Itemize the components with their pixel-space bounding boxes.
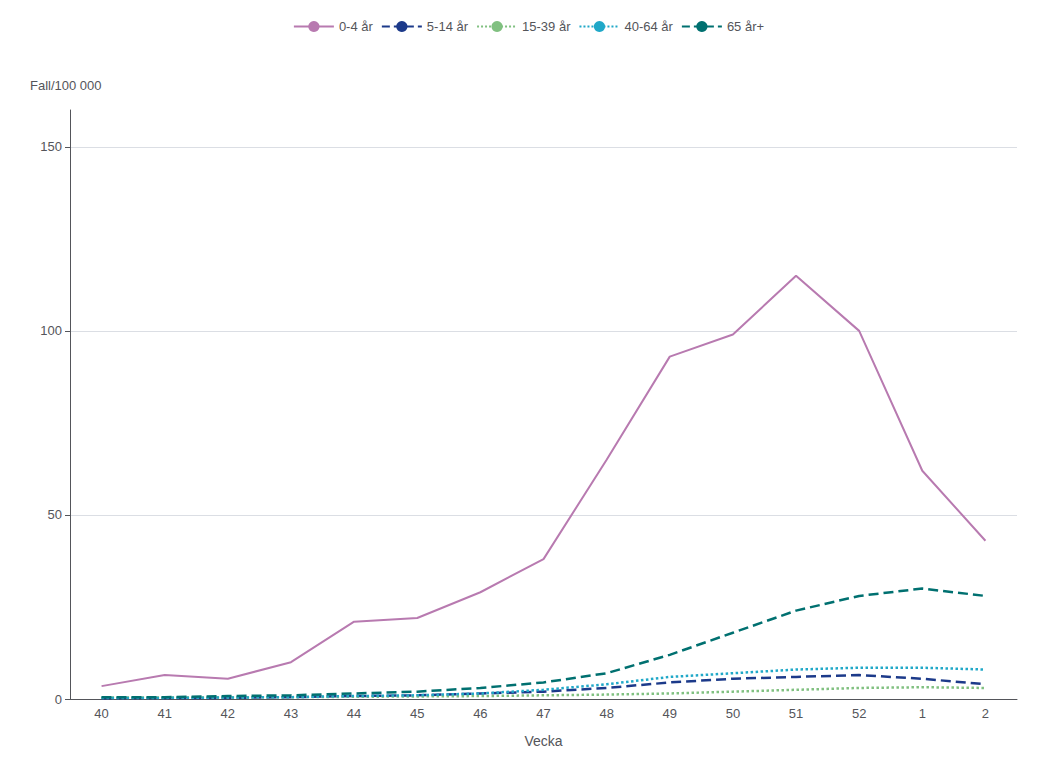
svg-text:46: 46 [473, 706, 487, 721]
svg-text:0: 0 [55, 692, 62, 707]
svg-text:43: 43 [284, 706, 298, 721]
svg-text:52: 52 [852, 706, 866, 721]
svg-text:1: 1 [919, 706, 926, 721]
svg-text:40: 40 [94, 706, 108, 721]
svg-text:65 år+: 65 år+ [727, 19, 764, 34]
svg-text:15-39 år: 15-39 år [522, 19, 571, 34]
svg-text:40-64 år: 40-64 år [624, 19, 673, 34]
svg-text:42: 42 [221, 706, 235, 721]
svg-text:41: 41 [157, 706, 171, 721]
svg-text:150: 150 [40, 139, 62, 154]
svg-text:5-14 år: 5-14 år [427, 19, 469, 34]
svg-text:Vecka: Vecka [524, 733, 562, 749]
svg-text:49: 49 [663, 706, 677, 721]
svg-text:48: 48 [599, 706, 613, 721]
svg-text:44: 44 [347, 706, 361, 721]
svg-text:0-4 år: 0-4 år [339, 19, 374, 34]
svg-text:51: 51 [789, 706, 803, 721]
svg-text:47: 47 [536, 706, 550, 721]
svg-text:45: 45 [410, 706, 424, 721]
svg-text:50: 50 [48, 507, 62, 522]
svg-text:50: 50 [726, 706, 740, 721]
svg-text:2: 2 [982, 706, 989, 721]
svg-text:Fall/100 000: Fall/100 000 [30, 78, 102, 93]
svg-text:100: 100 [40, 323, 62, 338]
